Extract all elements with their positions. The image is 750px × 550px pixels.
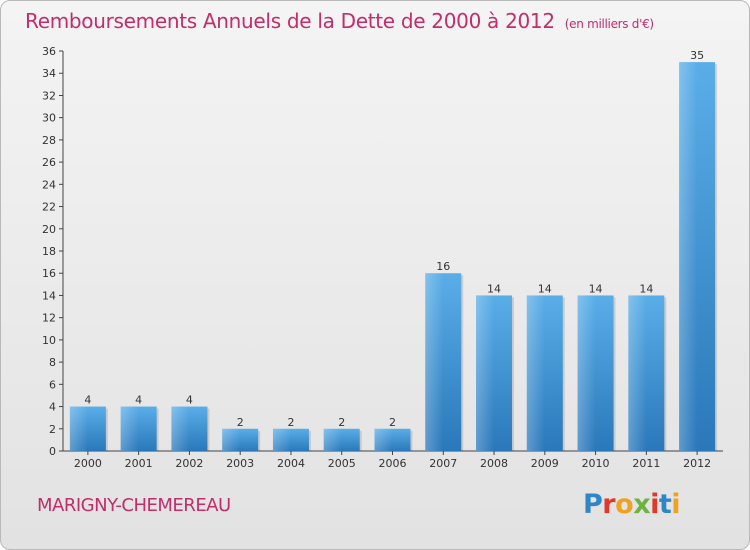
logo-letter: P: [583, 489, 603, 520]
bar-highlight: [425, 273, 444, 451]
y-tick-label: 36: [42, 45, 56, 58]
logo-letter: i: [650, 489, 659, 520]
logo-letter: r: [602, 489, 616, 520]
y-tick-label: 30: [42, 112, 56, 125]
y-tick-label: 2: [49, 423, 56, 436]
x-tick-label: 2004: [277, 457, 305, 470]
y-tick-label: 18: [42, 245, 56, 258]
commune-name: MARIGNY-CHEMEREAU: [37, 495, 231, 516]
y-tick-label: 32: [42, 89, 56, 102]
y-tick-label: 16: [42, 267, 56, 280]
data-label: 14: [538, 282, 552, 295]
data-label: 35: [690, 49, 704, 62]
y-tick-label: 28: [42, 134, 56, 147]
x-tick-label: 2010: [582, 457, 610, 470]
data-label: 14: [639, 282, 653, 295]
x-tick-label: 2006: [379, 457, 407, 470]
bar-highlight: [120, 406, 139, 451]
x-tick-label: 2011: [632, 457, 660, 470]
chart-subtitle: (en milliers d'€): [564, 17, 654, 31]
title-text: Remboursements Annuels de la Dette de 20…: [25, 9, 555, 33]
x-tick-label: 2012: [683, 457, 711, 470]
data-label: 14: [589, 282, 603, 295]
data-label: 4: [186, 394, 193, 407]
y-tick-label: 12: [42, 312, 56, 325]
data-label: 2: [338, 416, 345, 429]
logo-letter: o: [615, 489, 634, 520]
data-label: 2: [389, 416, 396, 429]
y-tick-label: 20: [42, 223, 56, 236]
y-tick-label: 10: [42, 334, 56, 347]
x-tick-label: 2003: [226, 457, 254, 470]
logo-letter: i: [671, 489, 681, 520]
logo-letter: x: [633, 489, 651, 520]
data-label: 16: [436, 260, 450, 273]
bar-highlight: [526, 295, 545, 451]
y-tick-label: 34: [42, 67, 56, 80]
bar-highlight: [628, 295, 647, 451]
y-tick-label: 0: [49, 445, 56, 458]
bar-highlight: [323, 428, 342, 451]
x-tick-label: 2002: [175, 457, 203, 470]
data-label: 14: [487, 282, 501, 295]
y-tick-label: 6: [49, 378, 56, 391]
bar-highlight: [222, 428, 241, 451]
proxiti-logo: Proxiti: [583, 489, 681, 520]
data-label: 2: [287, 416, 294, 429]
logo-letter: t: [658, 489, 672, 520]
y-tick-label: 4: [49, 401, 56, 414]
chart-title: Remboursements Annuels de la Dette de 20…: [25, 9, 654, 33]
bar-highlight: [374, 428, 393, 451]
data-label: 2: [237, 416, 244, 429]
bar-highlight: [272, 428, 291, 451]
x-tick-label: 2007: [429, 457, 457, 470]
data-label: 4: [135, 394, 142, 407]
y-tick-label: 14: [42, 289, 56, 302]
bar-highlight: [577, 295, 596, 451]
y-tick-label: 24: [42, 178, 56, 191]
y-tick-label: 22: [42, 201, 56, 214]
bar-highlight: [171, 406, 190, 451]
x-tick-label: 2000: [74, 457, 102, 470]
bar-highlight: [69, 406, 88, 451]
x-tick-label: 2008: [480, 457, 508, 470]
bar-highlight: [679, 62, 698, 451]
y-tick-label: 26: [42, 156, 56, 169]
y-tick-label: 8: [49, 356, 56, 369]
x-tick-label: 2005: [328, 457, 356, 470]
x-tick-label: 2001: [125, 457, 153, 470]
x-tick-label: 2009: [531, 457, 559, 470]
data-label: 4: [84, 394, 91, 407]
bar-highlight: [476, 295, 495, 451]
